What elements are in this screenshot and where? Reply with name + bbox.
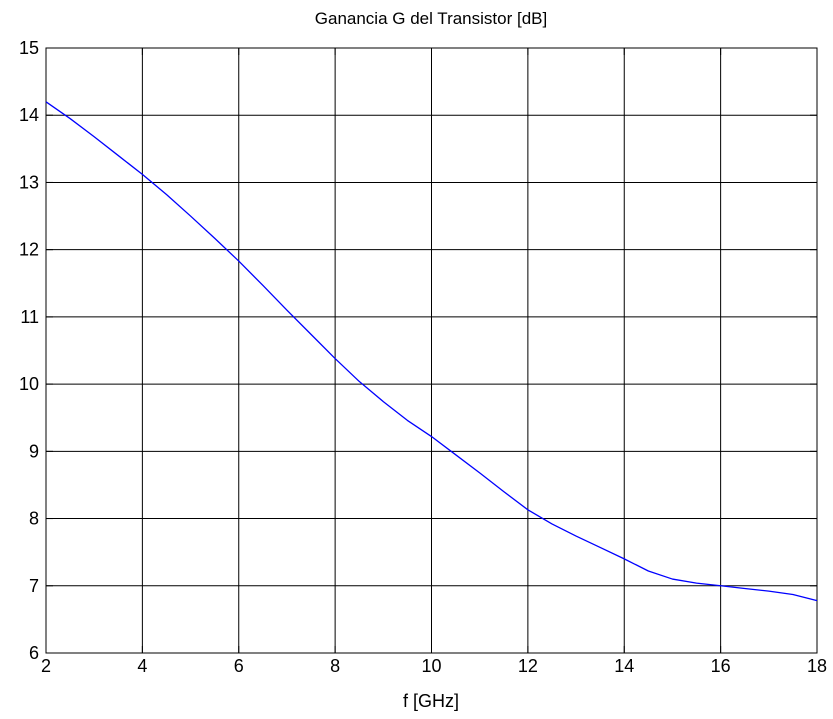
y-tick-label: 10 bbox=[19, 374, 39, 394]
x-tick-label: 2 bbox=[41, 656, 51, 676]
y-tick-label: 12 bbox=[19, 240, 39, 260]
x-tick-label: 4 bbox=[137, 656, 147, 676]
y-tick-label: 6 bbox=[29, 643, 39, 663]
y-tick-label: 7 bbox=[29, 576, 39, 596]
x-axis-tick-labels: 2 4 6 8 10 12 14 16 18 bbox=[41, 656, 827, 676]
x-tick-label: 8 bbox=[330, 656, 340, 676]
y-tick-label: 11 bbox=[20, 307, 39, 327]
x-tick-label: 12 bbox=[518, 656, 538, 676]
y-tick-label: 8 bbox=[29, 509, 39, 529]
x-tick-label: 18 bbox=[807, 656, 827, 676]
x-tick-label: 14 bbox=[614, 656, 634, 676]
axis-ticks bbox=[45, 47, 818, 654]
series-layer bbox=[45, 101, 818, 602]
x-tick-label: 6 bbox=[234, 656, 244, 676]
chart-title: Ganancia G del Transistor [dB] bbox=[315, 9, 547, 28]
grid-lines bbox=[46, 48, 817, 653]
x-tick-label: 10 bbox=[421, 656, 441, 676]
y-tick-label: 14 bbox=[19, 105, 39, 125]
y-tick-label: 13 bbox=[19, 172, 39, 192]
y-tick-label: 9 bbox=[29, 441, 39, 461]
y-axis-tick-labels: 6 7 8 9 10 11 12 13 14 15 bbox=[19, 38, 39, 663]
x-axis-label: f [GHz] bbox=[403, 691, 459, 711]
x-tick-label: 16 bbox=[711, 656, 731, 676]
y-tick-label: 15 bbox=[19, 38, 39, 58]
